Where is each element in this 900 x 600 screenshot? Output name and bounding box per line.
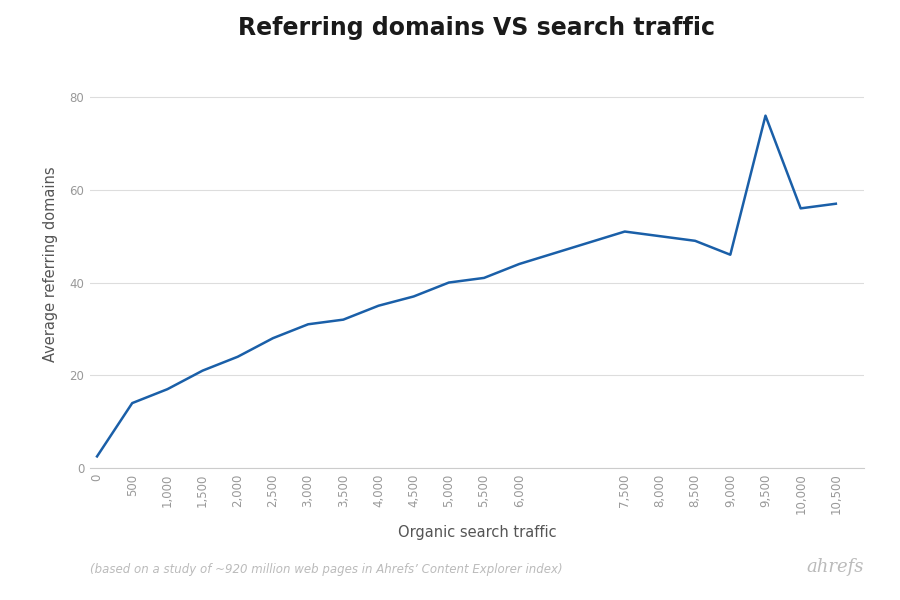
Y-axis label: Average referring domains: Average referring domains (43, 166, 58, 362)
X-axis label: Organic search traffic: Organic search traffic (398, 526, 556, 541)
Title: Referring domains VS search traffic: Referring domains VS search traffic (238, 16, 716, 40)
Text: ahrefs: ahrefs (806, 558, 864, 576)
Text: (based on a study of ~920 million web pages in Ahrefs’ Content Explorer index): (based on a study of ~920 million web pa… (90, 563, 562, 576)
